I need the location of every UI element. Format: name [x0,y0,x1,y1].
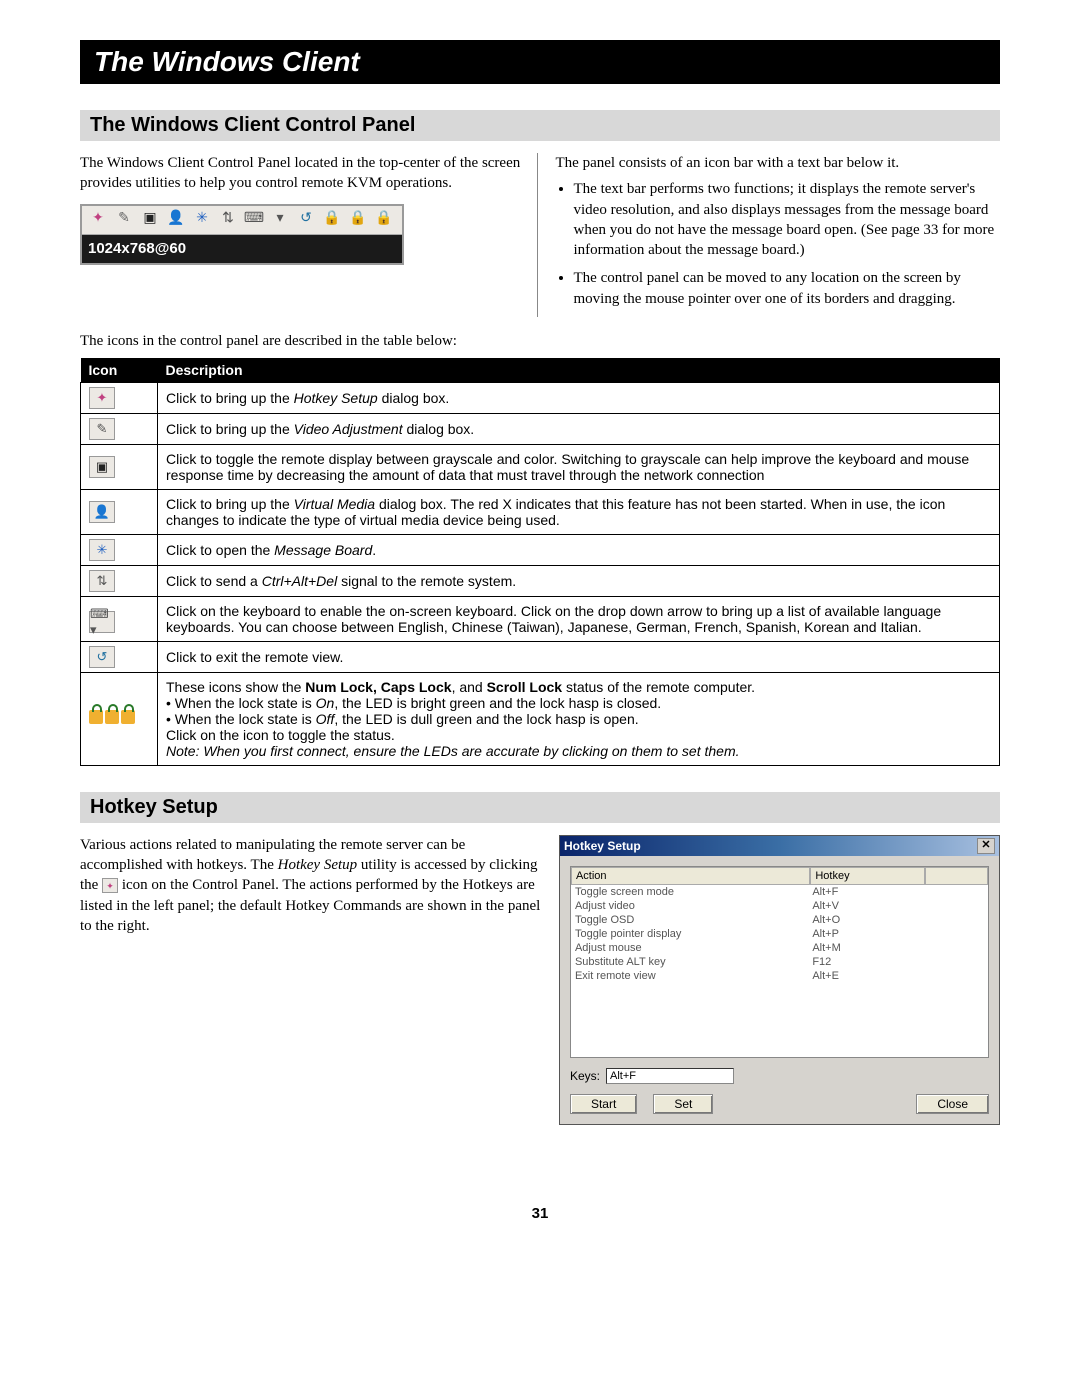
keys-input[interactable] [606,1068,734,1084]
set-button[interactable]: Set [653,1094,713,1114]
keys-label: Keys: [570,1069,600,1083]
lock-icon [121,710,135,724]
panel-icon: ✦ [86,209,110,231]
row-description: These icons show the Num Lock, Caps Lock… [158,672,1000,765]
page-number: 31 [80,1205,1000,1222]
hotkey-row[interactable]: Toggle OSDAlt+O [571,913,988,927]
row-description: Click on the keyboard to enable the on-s… [158,596,1000,641]
row-icon: ✦ [89,387,115,409]
table-row: ▣ Click to toggle the remote display betw… [81,444,1000,489]
col-action: Action [571,867,810,885]
panel-icon: 🔒 [372,209,396,231]
hotkey-row[interactable]: Adjust mouseAlt+M [571,941,988,955]
hotkey-row[interactable]: Adjust videoAlt+V [571,899,988,913]
control-panel-screenshot: ✦✎▣👤✳⇅⌨▾↺🔒🔒🔒 1024x768@60 [80,204,404,265]
row-description: Click to send a Ctrl+Alt+Del signal to t… [158,565,1000,596]
row-description: Click to toggle the remote display betwe… [158,444,1000,489]
page-title-bar: The Windows Client [80,40,1000,84]
hotkey-row[interactable]: Toggle screen modeAlt+F [571,885,988,899]
table-row-locks: These icons show the Num Lock, Caps Lock… [81,672,1000,765]
start-button[interactable]: Start [570,1094,637,1114]
dialog-title: Hotkey Setup [564,839,641,853]
table-row: ✎ Click to bring up the Video Adjustment … [81,413,1000,444]
section1-bullet2: The control panel can be moved to any lo… [574,268,1001,309]
lock-icon [105,710,119,724]
row-icon: ↺ [89,646,115,668]
row-icon: ⌨ ▾ [89,611,115,633]
panel-icon: ⌨ [242,209,266,231]
lock-icon [89,710,103,724]
panel-icon: ↺ [294,209,318,231]
icon-description-table: Icon Description ✦ Click to bring up the … [80,358,1000,766]
row-description: Click to bring up the Hotkey Setup dialo… [158,382,1000,413]
panel-icon: ▾ [268,209,292,231]
table-row: ✳ Click to open the Message Board. [81,534,1000,565]
hotkey-row[interactable]: Toggle pointer displayAlt+P [571,927,988,941]
hotkey-intro-para: Various actions related to manipulating … [80,835,541,1125]
row-icon: ▣ [89,456,115,478]
th-description: Description [158,358,1000,383]
close-button[interactable]: Close [916,1094,989,1114]
control-panel-textbar: 1024x768@60 [82,235,402,263]
table-row: ↺ Click to exit the remote view. [81,641,1000,672]
panel-icon: ⇅ [216,209,240,231]
panel-icon: 👤 [164,209,188,231]
hotkey-row[interactable]: Exit remote viewAlt+E [571,969,988,983]
panel-icon: ▣ [138,209,162,231]
row-description: Click to open the Message Board. [158,534,1000,565]
table-row: ⇅ Click to send a Ctrl+Alt+Del signal to … [81,565,1000,596]
panel-icon: 🔒 [346,209,370,231]
col-hotkey: Hotkey [810,867,924,885]
row-icon: ✎ [89,418,115,440]
hotkey-row[interactable]: Substitute ALT keyF12 [571,955,988,969]
row-icon: ✳ [89,539,115,561]
section1-right-intro: The panel consists of an icon bar with a… [556,153,1001,173]
panel-icon: ✎ [112,209,136,231]
section1-bullet1: The text bar performs two functions; it … [574,179,1001,260]
section1-header: The Windows Client Control Panel [80,110,1000,141]
row-icon: 👤 [89,501,115,523]
table-row: ✦ Click to bring up the Hotkey Setup dial… [81,382,1000,413]
th-icon: Icon [81,358,158,383]
panel-icon: 🔒 [320,209,344,231]
panel-icon: ✳ [190,209,214,231]
hotkey-list[interactable]: Action Hotkey Toggle screen modeAlt+FAdj… [570,866,989,1058]
section1-left-para: The Windows Client Control Panel located… [80,153,525,194]
row-description: Click to bring up the Video Adjustment d… [158,413,1000,444]
table-intro: The icons in the control panel are descr… [80,333,1000,350]
row-icon: ⇅ [89,570,115,592]
row-description: Click to exit the remote view. [158,641,1000,672]
row-description: Click to bring up the Virtual Media dial… [158,489,1000,534]
table-row: 👤 Click to bring up the Virtual Media dia… [81,489,1000,534]
section2-header: Hotkey Setup [80,792,1000,823]
dialog-close-button[interactable]: ✕ [977,838,995,854]
hotkey-inline-icon: ✦ [102,878,118,893]
hotkey-setup-dialog: Hotkey Setup ✕ Action Hotkey Toggle scre… [559,835,1000,1125]
table-row: ⌨ ▾ Click on the keyboard to enable the o… [81,596,1000,641]
